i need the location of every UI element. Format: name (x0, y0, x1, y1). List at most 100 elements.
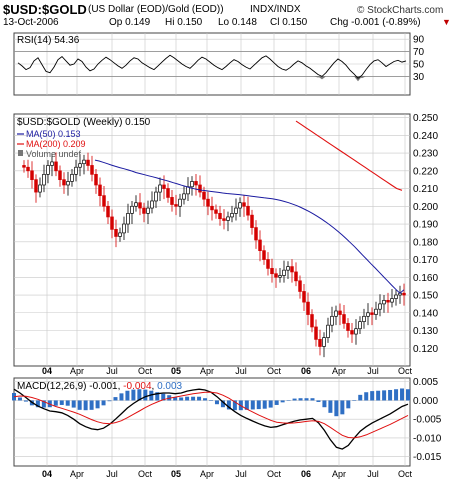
macd-histogram-bar (131, 389, 136, 401)
price-candle (402, 292, 406, 296)
price-candle (66, 181, 70, 186)
price-candle (190, 181, 194, 188)
price-candle (126, 213, 130, 225)
price-y-tick-label: 0.180 (413, 237, 438, 248)
price-candle (338, 310, 342, 315)
price-candle (138, 202, 142, 209)
price-y-tick-label: 0.130 (413, 326, 438, 337)
macd-x-tick-label: Oct (138, 469, 153, 479)
price-y-tick-label: 0.140 (413, 308, 438, 319)
macd-histogram-bar (41, 400, 46, 408)
price-candle (202, 191, 206, 200)
macd-histogram-bar (209, 400, 213, 401)
price-title: $USD:$GOLD (Weekly) 0.150 (17, 117, 151, 128)
macd-x-tick-label: Jul (235, 469, 247, 479)
price-candle (358, 321, 362, 330)
price-y-tick-label: 0.150 (413, 291, 438, 302)
price-candle (382, 299, 386, 305)
price-candle (170, 197, 174, 205)
price-candle (286, 266, 290, 271)
macd-histogram-bar (352, 400, 357, 401)
price-candle (394, 294, 398, 299)
price-candle (46, 165, 50, 175)
macd-x-tick-label: Jul (106, 469, 118, 479)
price-candle (134, 202, 138, 207)
macd-histogram-bar (364, 392, 369, 401)
price-candle (122, 223, 126, 234)
price-candle (42, 173, 46, 186)
rsi-y-tick-label: 50 (413, 60, 425, 71)
macd-histogram-bar (143, 389, 148, 401)
price-candle (390, 298, 394, 303)
price-candle (90, 165, 94, 175)
rsi-oversold-fill (318, 76, 326, 80)
macd-histogram-bar (226, 400, 231, 410)
price-candle (210, 205, 214, 211)
macd-histogram-bar (23, 400, 28, 402)
quote-change: Chg -0.001 (-0.89%) (330, 17, 421, 28)
macd-histogram-bar (203, 398, 208, 401)
price-candle (50, 161, 54, 166)
price-candle (58, 170, 62, 181)
macd-histogram-bar (179, 397, 184, 401)
header-description: (US Dollar (EOD)/Gold (EOD)) (88, 4, 224, 15)
macd-histogram-bar (346, 400, 351, 409)
macd-histogram-bar (155, 392, 160, 401)
price-candle (218, 213, 222, 220)
price-candle (158, 184, 162, 193)
x-tick-label: Apr (70, 366, 84, 376)
ma50-line (94, 159, 405, 294)
price-candle (146, 207, 150, 214)
macd-x-tick-label: Jul (367, 469, 379, 479)
rsi-title: RSI(14) 54.36 (17, 35, 80, 46)
macd-histogram-bar (394, 389, 399, 401)
price-y-tick-label: 0.250 (413, 113, 438, 124)
price-candle (114, 229, 118, 237)
price-candle (366, 312, 370, 317)
price-candle (78, 163, 82, 168)
macd-histogram-bar (406, 389, 410, 401)
macd-histogram-bar (358, 394, 363, 401)
price-y-tick-label: 0.220 (413, 166, 438, 177)
macd-x-tick-label: 06 (301, 469, 311, 479)
price-candle (242, 202, 246, 207)
price-legend-entry: Volume undef (26, 149, 82, 159)
price-candle (162, 184, 166, 189)
x-tick-label: Apr (332, 366, 346, 376)
macd-histogram-bar (382, 390, 387, 401)
ma200-line (295, 120, 403, 191)
x-tick-label: Oct (138, 366, 153, 376)
macd-histogram-bar (370, 391, 375, 401)
price-candle (346, 323, 350, 331)
macd-histogram-bar (173, 397, 178, 401)
macd-signal-line (13, 391, 409, 439)
macd-histogram-bar (197, 396, 202, 401)
price-candle (342, 314, 346, 324)
macd-histogram-bar (214, 400, 219, 405)
price-candle (310, 314, 314, 328)
macd-histogram-bar (256, 400, 261, 410)
x-tick-label: Oct (267, 366, 282, 376)
x-tick-label: Oct (398, 366, 413, 376)
quote-open: Op 0.149 (109, 17, 151, 28)
macd-histogram-bar (65, 400, 70, 406)
macd-histogram-bar (280, 400, 285, 403)
macd-histogram-bar (304, 398, 309, 401)
macd-x-tick-label: Apr (200, 469, 214, 479)
price-candle (378, 303, 382, 310)
price-candle (26, 166, 30, 172)
price-candle (174, 204, 178, 207)
quote-close: Cl 0.150 (270, 17, 308, 28)
macd-histogram-bar (388, 389, 393, 401)
price-legend-entry: MA(50) 0.153 (26, 129, 81, 139)
macd-histogram-bar (316, 400, 321, 402)
macd-histogram-bar (71, 400, 76, 408)
macd-histogram-bar (149, 390, 154, 401)
price-candle (206, 198, 210, 207)
x-tick-label: Apr (200, 366, 214, 376)
macd-histogram-bar (310, 398, 315, 401)
macd-histogram-bar (113, 397, 118, 401)
price-y-tick-label: 0.120 (413, 344, 438, 355)
price-candle (322, 337, 326, 347)
